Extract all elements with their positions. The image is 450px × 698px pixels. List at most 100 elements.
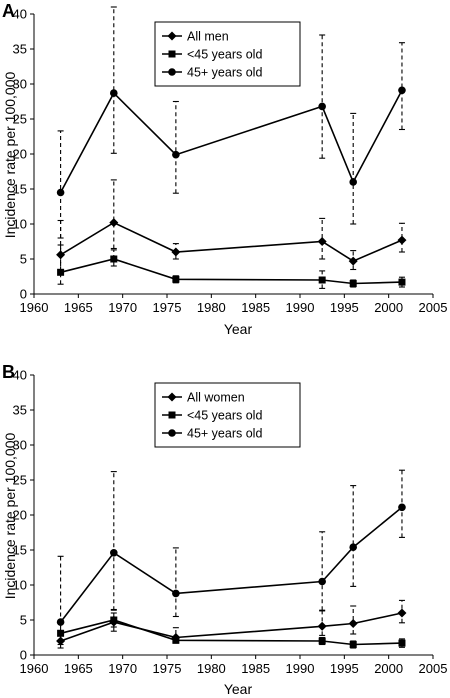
data-point-circle xyxy=(398,503,406,512)
diamond-marker-icon xyxy=(167,31,177,41)
x-tick-label: 2005 xyxy=(419,661,448,676)
series-square xyxy=(57,612,406,649)
plot-area: 0 5 10 15 20 25 30 35 40 1960 1965 1970 1975 1980 1985… xyxy=(13,368,448,677)
y-tick-label: 20 xyxy=(13,508,27,523)
data-point-diamond xyxy=(397,608,407,618)
panel-b: B Incidence rate per 100,000 Year 0 5 10 15… xyxy=(2,362,447,697)
legend-label: <45 years old xyxy=(187,409,262,423)
y-tick-label: 30 xyxy=(13,438,27,453)
data-point-circle xyxy=(318,577,326,586)
data-point-circle xyxy=(349,178,358,186)
data-point-diamond xyxy=(317,621,327,631)
data-point-diamond xyxy=(348,619,358,628)
y-axis-title: Incidence rate per 100,000 xyxy=(2,72,18,239)
x-tick-label: 1980 xyxy=(197,300,226,315)
data-point-circle xyxy=(56,618,65,626)
x-tick-label: 1980 xyxy=(197,661,226,676)
data-point-square xyxy=(398,278,406,286)
legend-box xyxy=(154,382,301,448)
circle-marker-icon xyxy=(168,68,176,76)
data-point-circle xyxy=(349,543,358,551)
x-tick-label: 1970 xyxy=(108,661,137,676)
y-tick-label: 5 xyxy=(20,613,27,628)
x-tick-label: 1985 xyxy=(241,661,270,676)
legend-entry-45-plus: 45+ years old xyxy=(162,66,262,80)
data-point-circle xyxy=(172,150,180,159)
data-point-square xyxy=(110,616,118,624)
diamond-marker-icon xyxy=(167,392,177,402)
data-point-circle xyxy=(110,549,118,557)
y-tick-label: 35 xyxy=(13,42,27,57)
legend-label: All men xyxy=(187,30,229,44)
data-point-circle xyxy=(398,86,406,95)
data-point-circle xyxy=(172,589,180,598)
x-tick-label: 1960 xyxy=(20,661,49,676)
y-tick-label: 10 xyxy=(13,578,27,593)
data-point-square xyxy=(398,639,406,647)
data-point-diamond xyxy=(317,237,327,246)
data-point-diamond xyxy=(171,247,181,257)
x-tick-label: 1965 xyxy=(64,661,93,676)
x-tick-label: 1965 xyxy=(64,300,93,315)
square-marker-icon xyxy=(168,50,176,58)
series-line xyxy=(60,619,402,646)
x-tick-label: 1975 xyxy=(153,661,182,676)
series-line xyxy=(60,221,403,263)
legend-entry-under-45: <45 years old xyxy=(162,409,262,423)
data-point-square xyxy=(57,629,65,637)
y-tick-label: 0 xyxy=(20,287,27,302)
legend-label: All women xyxy=(187,391,245,405)
x-tick-label: 1990 xyxy=(286,300,315,315)
x-axis-title: Year xyxy=(224,321,253,337)
series-line xyxy=(59,506,403,623)
panel-label: A xyxy=(2,1,15,21)
x-tick-label: 2005 xyxy=(419,300,448,315)
x-tick-label: 2000 xyxy=(374,661,403,676)
x-tick-label: 2000 xyxy=(374,300,403,315)
series-diamond xyxy=(56,179,407,274)
legend-entry-under-45: <45 years old xyxy=(162,48,262,62)
y-tick-label: 5 xyxy=(20,252,27,267)
x-tick-label: 1990 xyxy=(286,661,315,676)
legend-label: <45 years old xyxy=(187,48,262,62)
y-tick-label: 15 xyxy=(13,182,27,197)
x-tick-label: 1995 xyxy=(330,661,359,676)
series-circle xyxy=(56,6,406,239)
y-tick-label: 15 xyxy=(13,543,27,558)
data-point-square xyxy=(318,276,326,284)
x-tick-label: 1995 xyxy=(330,300,359,315)
y-axis-title: Incidence rate per 100,000 xyxy=(2,433,18,600)
panel-a: A Incidence rate per 100,000 Year 0 5 10 15… xyxy=(2,1,447,337)
series-circle xyxy=(56,469,406,646)
circle-marker-icon xyxy=(168,429,176,437)
y-tick-label: 0 xyxy=(20,648,27,663)
data-point-square xyxy=(349,641,357,648)
data-point-square xyxy=(172,636,180,644)
x-tick-label: 1970 xyxy=(108,300,137,315)
legend-entry-45-plus: 45+ years old xyxy=(162,427,262,441)
data-point-square xyxy=(172,275,180,283)
data-point-diamond xyxy=(109,218,119,228)
y-tick-label: 40 xyxy=(13,368,27,383)
legend-entry-all-men: All men xyxy=(162,30,229,44)
y-tick-label: 20 xyxy=(13,147,27,162)
legend: All women <45 years old 45+ years old xyxy=(154,382,301,448)
legend-label: 45+ years old xyxy=(187,427,262,441)
y-tick-label: 10 xyxy=(13,217,27,232)
y-tick-label: 30 xyxy=(13,77,27,92)
x-tick-label: 1985 xyxy=(241,300,270,315)
legend-entry-all-women: All women xyxy=(162,391,245,405)
series-line xyxy=(60,258,402,285)
data-point-diamond xyxy=(348,256,358,266)
data-point-square xyxy=(57,268,65,276)
data-point-circle xyxy=(56,188,65,197)
panel-label: B xyxy=(2,362,15,382)
legend-label: 45+ years old xyxy=(187,66,262,80)
series-line xyxy=(60,612,403,642)
legend: All men <45 years old 45+ years old xyxy=(154,21,301,87)
series-square xyxy=(57,244,406,289)
data-point-diamond xyxy=(397,235,407,245)
data-point-square xyxy=(349,280,357,287)
series-line xyxy=(59,89,403,193)
